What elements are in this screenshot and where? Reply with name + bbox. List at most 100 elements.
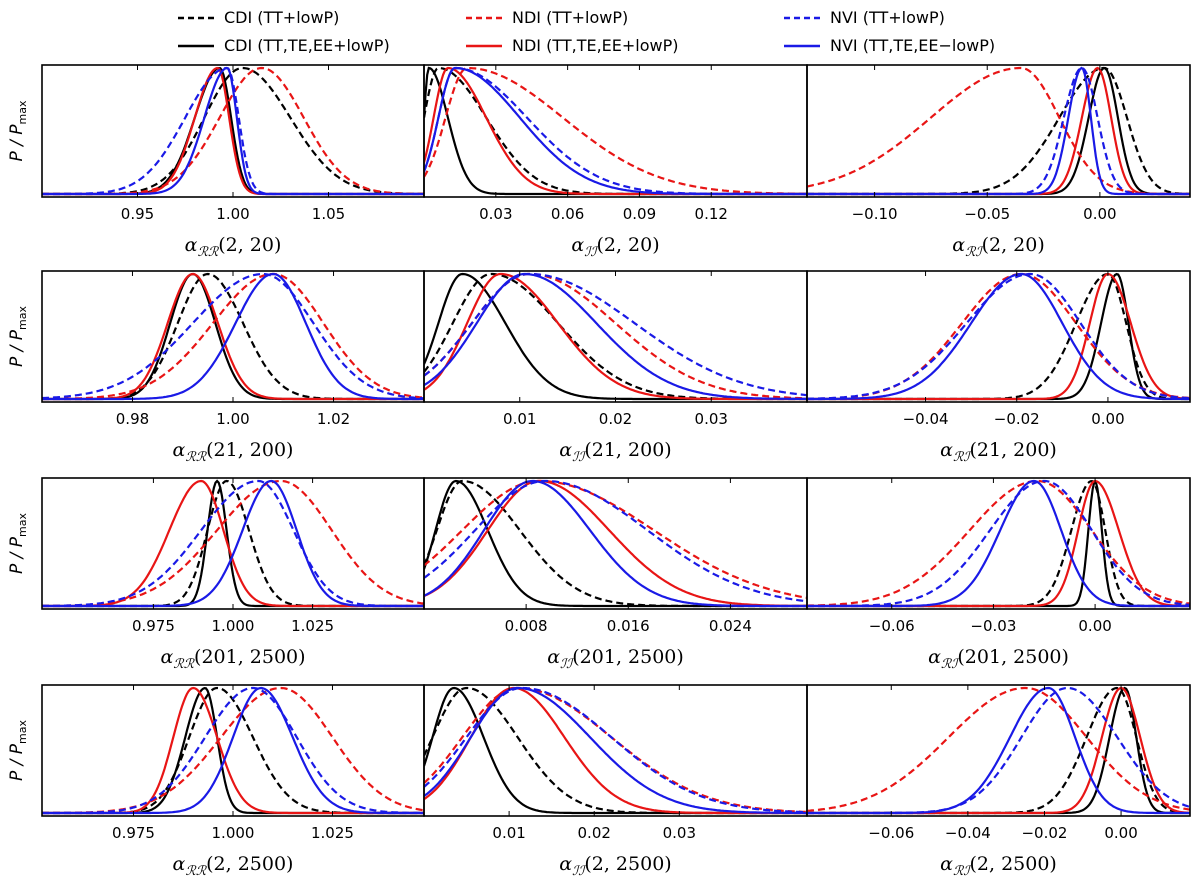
x-tick-label: −0.02 — [994, 410, 1040, 428]
x-tick-label: 0.008 — [505, 617, 548, 635]
x-tick-label: 0.12 — [695, 205, 728, 223]
x-tick-label: −0.04 — [945, 824, 991, 842]
series-line — [807, 66, 1190, 196]
legend-label: NDI (TT,TE,EE+lowP) — [512, 36, 679, 55]
series-line — [807, 66, 1190, 196]
x-tick-label: 0.016 — [607, 617, 650, 635]
x-tick-label: 0.00 — [1083, 205, 1116, 223]
panel: 0.01 0.02 0.03 αℐℐ(21, 200) — [423, 270, 808, 465]
series-line — [807, 686, 1190, 815]
x-tick-label: 1.000 — [212, 824, 255, 842]
axes-frame — [806, 477, 1191, 610]
series-line — [807, 66, 1190, 196]
legend-label: CDI (TT+lowP) — [224, 8, 339, 27]
series-line — [424, 66, 807, 196]
legend-label: NVI (TT,TE,EE−lowP) — [830, 36, 995, 55]
series-line — [424, 479, 807, 608]
panel: −0.10 −0.05 0.00 αℛℐ(2, 20) — [806, 64, 1191, 260]
series-line — [807, 480, 1190, 608]
axes-frame — [806, 270, 1191, 403]
x-tick-label: 1.025 — [311, 824, 354, 842]
series-line — [424, 66, 807, 196]
x-tick-label: −0.02 — [1021, 824, 1067, 842]
x-tick-label: 0.03 — [663, 824, 696, 842]
series-line — [807, 272, 1190, 401]
x-axis-label: αℐℐ(2, 2500) — [559, 853, 671, 879]
x-tick-label: −0.10 — [852, 205, 898, 223]
series-line — [807, 66, 1190, 196]
x-axis-label: αℐℐ(2, 20) — [571, 234, 659, 260]
x-tick-label: 1.00 — [216, 205, 249, 223]
series-line — [424, 686, 807, 815]
x-tick-label: 0.01 — [492, 824, 525, 842]
series-line — [42, 66, 424, 196]
x-axis-label: αℐℐ(201, 2500) — [547, 646, 684, 672]
series-line — [424, 272, 807, 400]
x-tick-label: 0.00 — [1104, 824, 1137, 842]
x-tick-label: 0.03 — [479, 205, 512, 223]
panel: −0.06 −0.03 0.00 αℛℐ(201, 2500) — [806, 477, 1191, 672]
series-line — [42, 272, 424, 401]
y-axis-label: P / Pmax — [7, 513, 29, 575]
axes-frame — [41, 270, 425, 403]
legend-entry: NVI (TT+lowP) — [784, 8, 945, 27]
series-line — [42, 686, 424, 815]
x-axis-label: αℐℐ(21, 200) — [559, 439, 671, 465]
legend-label: CDI (TT,TE,EE+lowP) — [224, 36, 390, 55]
panel: 0.975 1.000 1.025 αℛℛ(2, 2500) P / Pmax — [7, 684, 425, 879]
series-line — [807, 272, 1190, 400]
x-tick-label: 0.02 — [599, 410, 632, 428]
series-line — [807, 479, 1190, 608]
x-tick-label: 0.09 — [623, 205, 656, 223]
x-axis-label: αℛℐ(2, 2500) — [940, 853, 1057, 879]
axes-frame — [41, 477, 425, 610]
x-tick-label: 1.025 — [291, 617, 334, 635]
legend: CDI (TT+lowP) CDI (TT,TE,EE+lowP) NDI (TT+… — [178, 8, 995, 55]
x-tick-label: 0.01 — [503, 410, 536, 428]
x-tick-label: 0.95 — [121, 205, 154, 223]
x-tick-label: 0.03 — [695, 410, 728, 428]
axes-frame — [41, 684, 425, 817]
x-axis-label: αℛℐ(2, 20) — [952, 234, 1045, 260]
series-line — [424, 686, 807, 815]
series-line — [424, 272, 807, 401]
x-tick-label: 0.975 — [112, 824, 155, 842]
x-tick-label: 1.02 — [317, 410, 350, 428]
series-line — [424, 66, 807, 196]
series-line — [424, 66, 807, 196]
axes-frame — [423, 477, 808, 610]
series-line — [42, 66, 424, 196]
y-axis-label: P / Pmax — [7, 720, 29, 782]
series-line — [42, 479, 424, 608]
x-tick-label: −0.06 — [869, 617, 915, 635]
x-tick-label: 1.05 — [312, 205, 345, 223]
x-tick-label: −0.05 — [964, 205, 1010, 223]
series-line — [807, 686, 1190, 812]
series-line — [42, 686, 424, 815]
x-tick-label: 0.00 — [1078, 617, 1111, 635]
series-line — [42, 272, 424, 400]
series-line — [42, 686, 424, 815]
series-line — [807, 66, 1190, 196]
axes-frame — [423, 64, 808, 198]
series-line — [424, 272, 807, 397]
x-axis-label: αℛℛ(201, 2500) — [160, 646, 305, 672]
series-line — [424, 66, 807, 196]
series-line — [42, 479, 424, 608]
series-line — [807, 479, 1190, 607]
series-line — [424, 479, 807, 608]
x-axis-label: αℛℛ(2, 20) — [185, 234, 282, 260]
x-tick-label: 0.98 — [116, 410, 149, 428]
series-line — [42, 686, 424, 815]
x-axis-label: αℛℐ(201, 2500) — [928, 646, 1069, 672]
x-tick-label: 0.00 — [1091, 410, 1124, 428]
series-line — [424, 479, 807, 608]
x-tick-label: 0.02 — [578, 824, 611, 842]
panel: 0.98 1.00 1.02 αℛℛ(21, 200) P / Pmax — [7, 270, 425, 465]
series-line — [42, 272, 424, 401]
series-line — [424, 686, 807, 815]
x-tick-label: 1.00 — [216, 410, 249, 428]
x-tick-label: −0.06 — [868, 824, 914, 842]
series-line — [807, 479, 1190, 608]
series-line — [807, 686, 1190, 815]
